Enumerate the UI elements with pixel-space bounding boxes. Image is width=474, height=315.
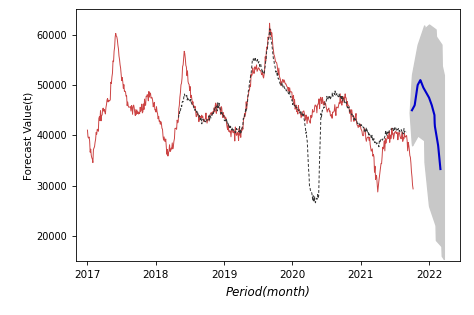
X-axis label: Period(month): Period(month) <box>225 286 310 299</box>
Y-axis label: Forecast Value(t): Forecast Value(t) <box>23 91 33 180</box>
